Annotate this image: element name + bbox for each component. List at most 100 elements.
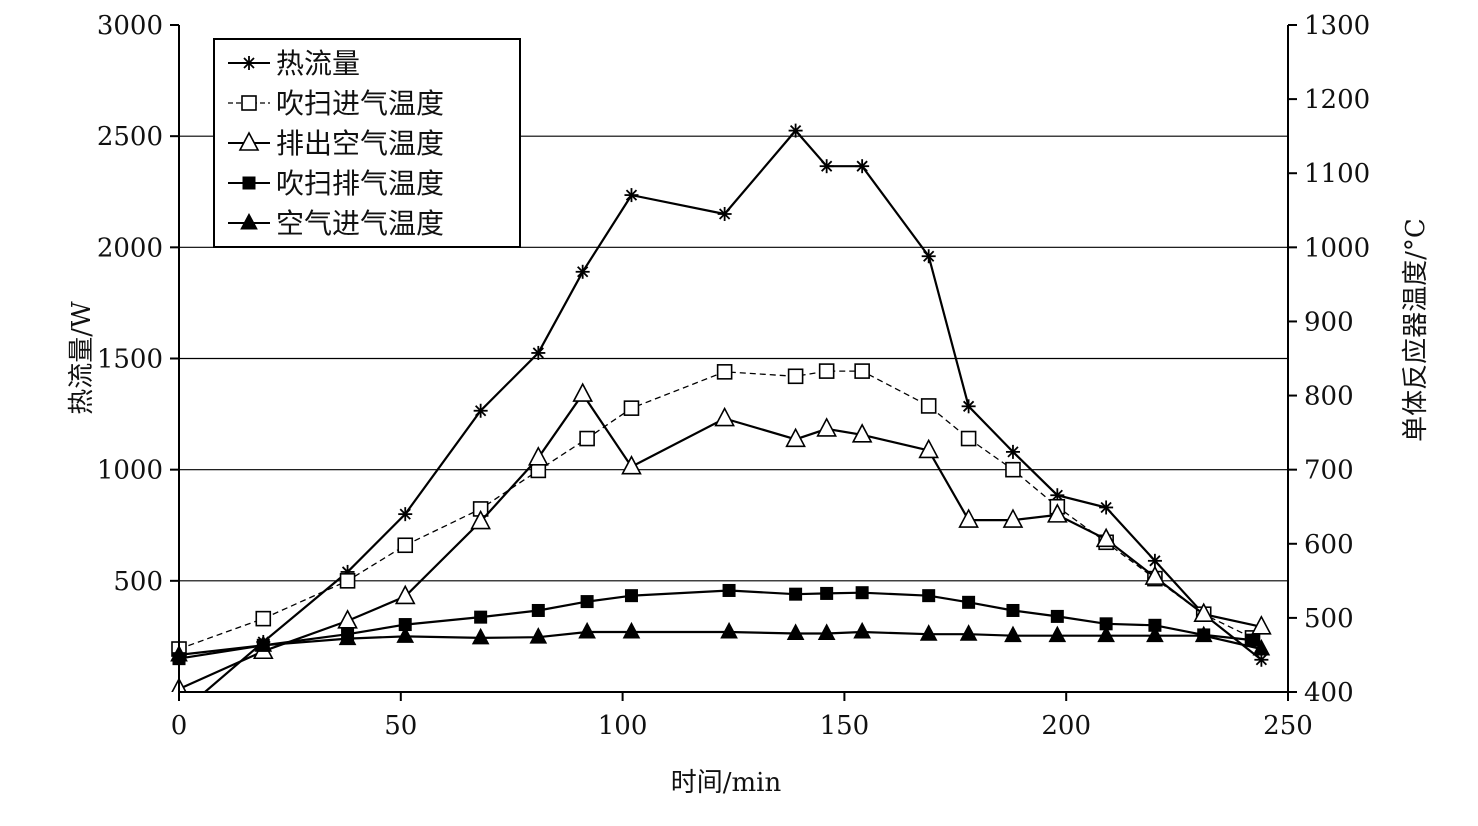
y-left-tick-label: 2000	[97, 233, 163, 263]
data-point-filled-square	[1050, 609, 1064, 623]
asterisk-stroke	[1255, 654, 1268, 666]
y-left-tick-label: 1000	[97, 456, 163, 486]
y-right-tick-label: 1200	[1304, 85, 1370, 115]
data-point-filled-square	[820, 586, 834, 600]
y-left-tick-label: 3000	[97, 11, 163, 41]
data-point-asterisk	[717, 206, 732, 221]
asterisk-stroke	[718, 208, 731, 220]
data-point-open-triangle	[470, 509, 491, 530]
legend-item: 排出空气温度	[228, 127, 444, 160]
data-point-filled-triangle	[786, 623, 805, 640]
data-point-open-square	[920, 398, 937, 414]
legend-item: 吹扫排气温度	[228, 167, 444, 200]
data-point-open-triangle	[851, 423, 873, 443]
data-point-open-triangle	[621, 454, 642, 475]
y-right-tick-label: 400	[1304, 678, 1354, 708]
data-point-open-square	[960, 430, 977, 447]
legend-item: 热流量	[228, 47, 360, 80]
data-point-filled-square	[580, 595, 594, 609]
asterisk-stroke	[789, 124, 802, 137]
data-point-asterisk	[1005, 444, 1020, 459]
y-axis-left-label: 热流量/W	[67, 301, 97, 415]
legend-label: 热流量	[276, 47, 360, 80]
y-right-tick-label: 800	[1304, 382, 1354, 412]
y-left-tick-label: 2500	[97, 122, 163, 152]
series-line	[203, 128, 1263, 692]
data-point-filled-triangle	[396, 626, 415, 643]
data-point-open-square	[623, 400, 640, 416]
data-point-open-triangle	[714, 406, 735, 427]
series-layer	[170, 123, 1272, 692]
data-point-filled-square	[624, 589, 638, 603]
data-point-open-triangle	[918, 438, 940, 459]
ticks: 0 50 100 150 200 250 500 1000 1500 2000 2500 3000 40…	[97, 11, 1370, 741]
y-right-tick-label: 1300	[1304, 11, 1370, 41]
data-point-open-square	[579, 430, 595, 447]
x-tick-label: 250	[1263, 711, 1313, 741]
legend-label: 吹扫排气温度	[276, 167, 444, 200]
y-right-tick-label: 700	[1304, 456, 1354, 486]
legend-label: 空气进气温度	[276, 207, 444, 240]
data-point-filled-triangle	[622, 621, 641, 639]
data-point-asterisk	[1099, 500, 1114, 515]
data-point-filled-square	[789, 587, 803, 601]
data-point-open-square	[854, 363, 870, 379]
y-right-tick-label: 1100	[1304, 159, 1370, 189]
y-left-tick-label: 1500	[97, 345, 163, 375]
x-tick-label: 100	[598, 711, 648, 741]
data-point-asterisk	[921, 249, 936, 264]
data-point-asterisk	[961, 399, 976, 414]
data-point-asterisk	[624, 188, 639, 203]
data-point-filled-triangle	[254, 635, 273, 652]
data-point-filled-triangle	[853, 621, 871, 639]
data-point-filled-square	[855, 586, 869, 600]
data-point-open-triangle	[958, 508, 979, 528]
data-point-asterisk	[398, 507, 413, 522]
x-tick-label: 200	[1041, 711, 1091, 741]
data-point-open-triangle	[1095, 527, 1117, 548]
asterisk-stroke	[1149, 555, 1161, 567]
data-point-filled-square	[962, 595, 976, 609]
data-point-open-triangle	[527, 446, 549, 466]
asterisk-stroke	[625, 189, 638, 201]
data-point-open-square	[397, 537, 414, 554]
series-line	[178, 392, 1262, 691]
data-point-filled-triangle	[1194, 625, 1213, 643]
series-group	[171, 363, 1261, 657]
data-point-filled-triangle	[471, 627, 490, 645]
asterisk-stroke	[399, 508, 411, 520]
data-point-filled-square	[474, 610, 488, 624]
asterisk-stroke	[577, 266, 589, 278]
data-point-open-triangle	[785, 427, 806, 448]
data-point-asterisk	[855, 159, 870, 174]
legend-item: 空气进气温度	[228, 207, 444, 240]
y-left-tick-label: 500	[113, 567, 163, 597]
data-point-asterisk	[473, 403, 488, 418]
data-point-open-triangle	[394, 584, 416, 605]
data-point-filled-triangle	[578, 621, 596, 639]
data-point-open-square	[818, 363, 835, 379]
series-group	[171, 382, 1272, 692]
data-point-open-triangle	[816, 417, 837, 437]
data-point-filled-triangle	[1252, 638, 1271, 656]
asterisk-stroke	[475, 405, 487, 417]
data-point-open-triangle	[1251, 615, 1272, 635]
asterisk-stroke	[962, 400, 975, 412]
asterisk-stroke	[821, 160, 833, 172]
data-point-filled-triangle	[240, 212, 258, 230]
data-point-open-triangle	[1046, 503, 1068, 523]
asterisk-stroke	[856, 160, 868, 172]
asterisk-stroke	[923, 250, 935, 262]
data-point-filled-square	[1006, 603, 1020, 617]
data-point-filled-triangle	[529, 627, 548, 644]
y-right-tick-label: 900	[1304, 307, 1354, 337]
asterisk-stroke	[532, 347, 544, 359]
data-point-filled-triangle	[720, 621, 738, 639]
data-point-open-triangle	[572, 382, 594, 402]
data-point-filled-triangle	[959, 624, 978, 641]
y-right-tick-label: 1000	[1304, 233, 1370, 263]
legend-label: 吹扫进气温度	[276, 87, 444, 120]
data-point-asterisk	[819, 159, 834, 174]
data-point-filled-square	[1246, 633, 1260, 647]
